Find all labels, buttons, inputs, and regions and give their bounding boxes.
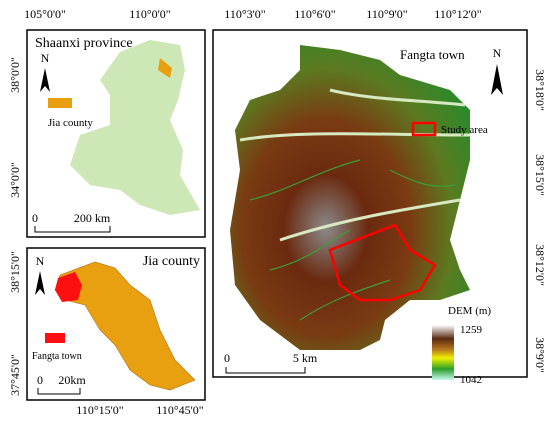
lat-label: 38°18'0" [533,69,547,111]
fangta-shape [55,272,82,302]
panel-frame [26,29,206,238]
scale-bar [37,388,81,395]
dem-title: DEM (m) [448,305,491,317]
north-label: N [41,51,50,65]
scale-label: 0 [32,211,38,225]
north-arrow [35,271,45,295]
study-area [328,223,437,302]
panel-frame [212,29,528,378]
lon-label: 110°3'0" [224,7,266,21]
lon-label: 110°45'0" [156,403,204,417]
scale-label: 5 km [293,351,318,365]
scale-label: 0 [37,373,43,387]
north-arrow [40,68,50,92]
valleys [239,88,471,242]
scale-label: 0 [224,351,230,365]
jia-county-shape [158,58,172,78]
lat-label: 38°15'0" [8,251,22,293]
legend-label: Fangta town [32,351,82,362]
streams [249,159,456,321]
lat-label: 38°12'0" [533,244,547,286]
north-label: N [493,46,502,60]
north-arrow [491,64,503,95]
north-label: N [36,254,45,268]
legend-label: Jia county [48,117,93,129]
panel-frame [26,247,206,401]
scale-label: 200 km [74,211,111,225]
legend-swatch [48,98,72,108]
jia-county-shape [54,261,196,391]
lat-label: 37°45'0" [8,354,22,396]
dem-min: 1042 [460,374,482,386]
lon-label: 110°12'0" [434,7,482,21]
lon-label: 105°0'0" [24,7,66,21]
lon-label: 110°0'0" [129,7,171,21]
lat-label: 38°0'0" [8,57,22,93]
panel-title: Shaanxi province [35,36,133,51]
scale-label: 20km [58,373,86,387]
panel-title: Fangta town [400,47,465,62]
scale-bar [225,367,306,374]
legend-swatch [45,333,65,343]
lat-label: 34°0'0" [8,162,22,198]
color-bar [432,325,454,380]
legend-swatch [411,121,437,137]
dem-map [230,45,470,350]
legend-label: Study area [441,124,488,136]
lat-label: 38°9'0" [533,337,547,373]
lon-label: 110°6'0" [294,7,336,21]
scale-bar [34,226,111,233]
lon-label: 110°9'0" [366,7,408,21]
shaanxi-shape [70,40,200,215]
lon-label: 110°15'0" [76,403,124,417]
dem-max: 1259 [460,324,483,336]
lat-label: 38°15'0" [533,154,547,196]
panel-title: Jia county [143,254,200,269]
